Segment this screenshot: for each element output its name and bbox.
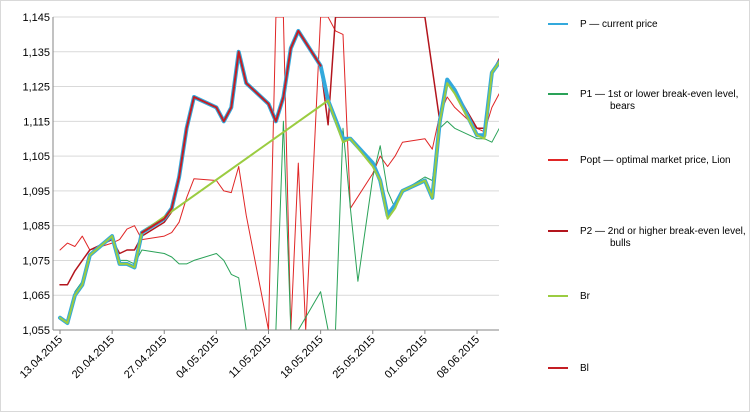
- legend-label-0: P — current price: [580, 19, 658, 30]
- y-tick-label: 1,145: [22, 12, 50, 24]
- y-tick-label: 1,105: [22, 151, 50, 163]
- y-tick-label: 1,095: [22, 186, 50, 198]
- series-lines: [58, 17, 499, 330]
- legend-label-2: Popt — optimal market price, Lion: [580, 155, 731, 166]
- legend-label-4: Br: [580, 291, 591, 302]
- series-line-4: [59, 61, 499, 324]
- y-tick-label: 1,085: [22, 221, 50, 233]
- legend-label-5: Bl: [580, 363, 589, 374]
- axes: [52, 17, 499, 331]
- y-tick-label: 1,075: [22, 255, 50, 267]
- y-axis-ticks: 1,055 1,065 1,075 1,085 1,095 1,105 1,115 1,125…: [22, 12, 50, 337]
- series-line-5: [140, 29, 322, 234]
- y-tick-label: 1,135: [22, 47, 50, 59]
- legend-label-1: P1 — 1st or lower break-even level, bears: [580, 89, 738, 112]
- legend: P — current price P1 — 1st or lower break…: [548, 19, 746, 374]
- legend-label-3: P2 — 2nd or higher break-even level, bull…: [580, 226, 746, 249]
- y-tick-label: 1,065: [22, 290, 50, 302]
- y-tick-label: 1,055: [22, 325, 50, 337]
- y-tick-label: 1,125: [22, 82, 50, 94]
- series-line-2: [59, 17, 499, 330]
- y-tick-label: 1,115: [23, 116, 50, 128]
- series-line-1: [59, 120, 499, 330]
